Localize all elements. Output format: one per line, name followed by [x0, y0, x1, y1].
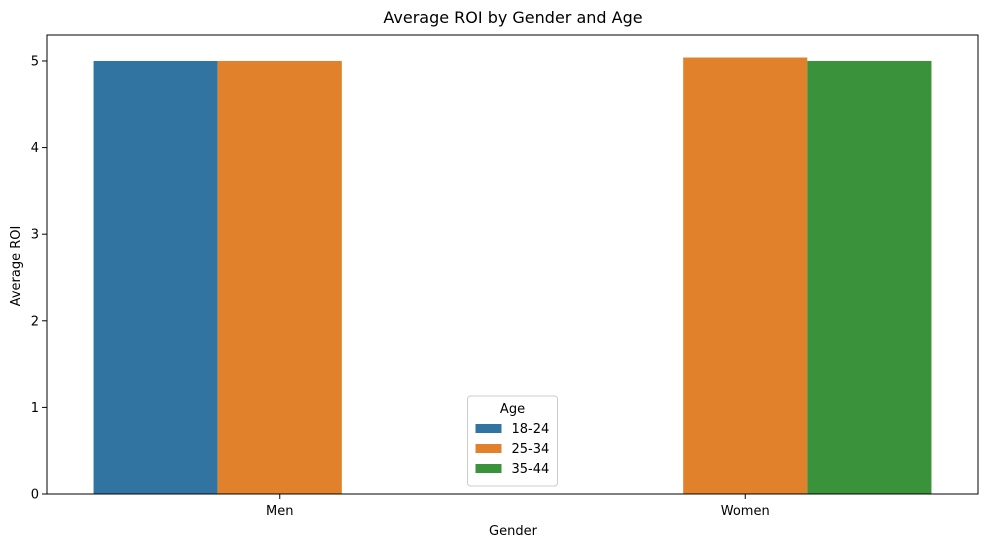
legend-swatch-18-24 [475, 424, 502, 433]
y-axis-label: Average ROI [9, 226, 24, 307]
legend-title: Age [500, 402, 525, 417]
plot-area: 0 1 2 3 4 5 Men Women [31, 34, 979, 519]
bar-women-25-34 [683, 57, 808, 495]
y-tick-label: 0 [31, 488, 39, 503]
legend-label-35-44: 35-44 [512, 462, 550, 477]
legend-label-25-34: 25-34 [512, 442, 550, 457]
bar-men-18-24 [93, 60, 218, 494]
legend-swatch-35-44 [475, 464, 502, 473]
y-tick-label: 2 [31, 314, 39, 329]
legend: Age 18-24 25-34 35-44 [467, 395, 558, 487]
y-tick-label: 5 [31, 54, 39, 69]
legend-swatch-25-34 [475, 444, 502, 453]
legend-box [467, 395, 558, 487]
x-tick-label: Men [266, 504, 293, 519]
chart-title: Average ROI by Gender and Age [383, 8, 642, 27]
bar-women-35-44 [807, 60, 932, 494]
legend-label-18-24: 18-24 [512, 422, 550, 437]
x-tick-label: Women [721, 504, 770, 519]
y-tick-label: 3 [31, 228, 39, 243]
x-axis-label: Gender [489, 524, 538, 539]
bar-men-25-34 [217, 60, 342, 494]
plot-frame [46, 34, 979, 495]
y-tick-label: 1 [31, 401, 39, 416]
y-tick-label: 4 [31, 141, 39, 156]
